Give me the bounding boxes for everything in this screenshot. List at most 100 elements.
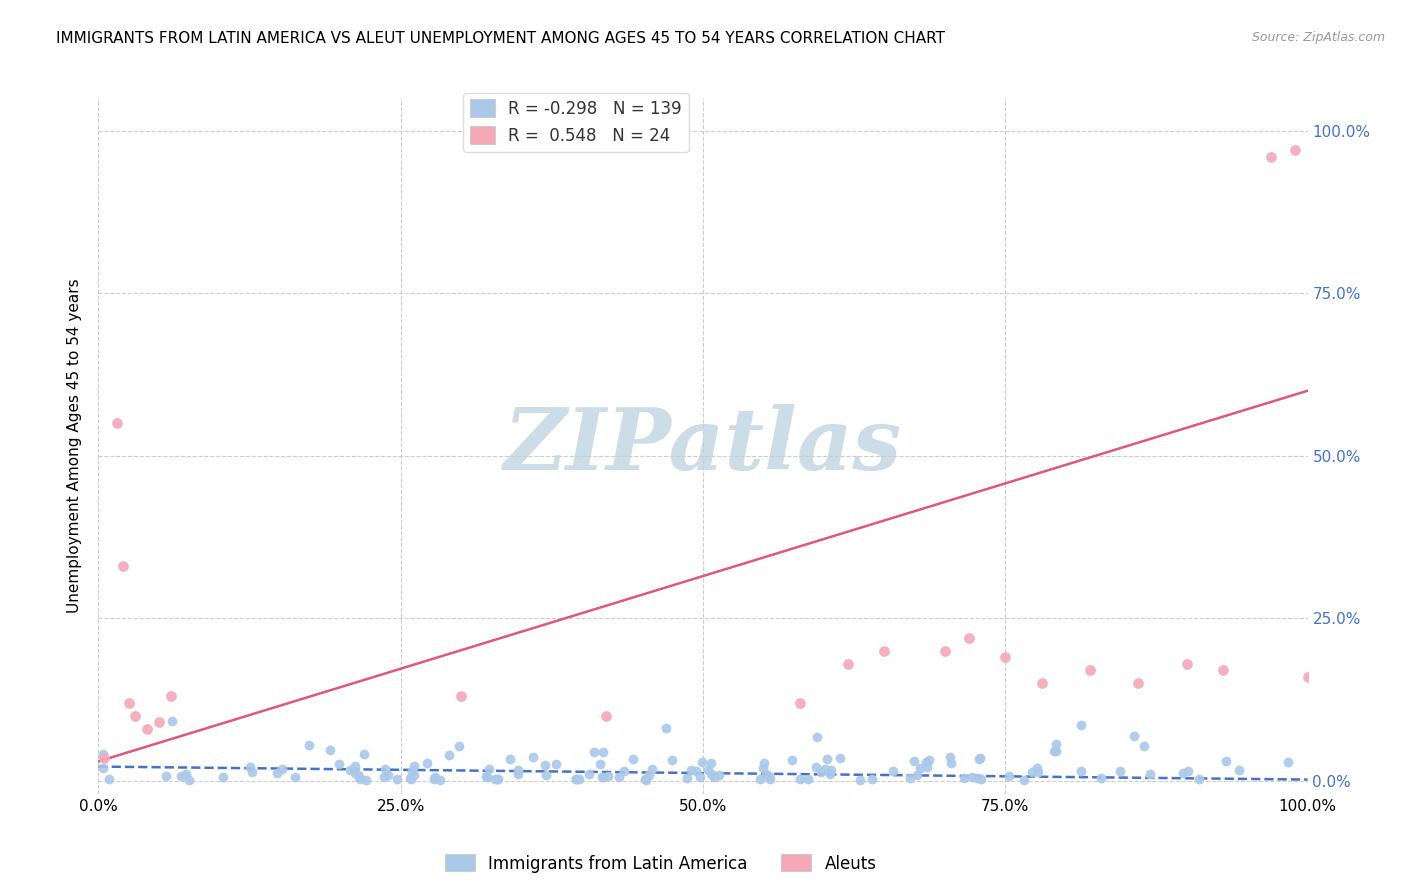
Point [475,769,498,783]
Text: IMMIGRANTS FROM LATIN AMERICA VS ALEUT UNEMPLOYMENT AMONG AGES 45 TO 54 YEARS CO: IMMIGRANTS FROM LATIN AMERICA VS ALEUT U… [56,31,945,46]
Point [239,759,262,773]
Point [319,743,342,757]
Point [93,751,115,765]
Point [1026,764,1049,779]
Point [918,753,941,767]
Point [752,761,775,775]
Point [91,760,114,774]
Point [111,559,134,574]
Point [155,768,177,782]
Point [450,690,472,704]
Point [91,747,114,761]
Point [915,759,938,773]
Point [1177,764,1199,778]
Point [328,757,350,772]
Point [170,768,193,782]
Point [568,772,591,786]
Point [994,650,1017,665]
Point [484,772,506,786]
Y-axis label: Unemployment Among Ages 45 to 54 years: Unemployment Among Ages 45 to 54 years [67,278,83,614]
Point [416,756,439,770]
Point [349,772,371,786]
Point [1031,676,1053,690]
Point [641,762,664,776]
Point [806,760,828,774]
Point [638,768,661,782]
Point [810,765,832,780]
Text: Source: ZipAtlas.com: Source: ZipAtlas.com [1251,31,1385,45]
Point [797,772,820,787]
Point [402,768,425,782]
Point [124,709,146,723]
Point [592,745,614,759]
Point [655,722,678,736]
Point [969,751,991,765]
Point [621,752,644,766]
Point [818,767,841,781]
Point [702,770,724,784]
Point [148,715,170,730]
Point [565,772,588,786]
Point [685,764,707,778]
Point [1188,772,1211,787]
Point [174,766,197,780]
Point [1284,143,1306,157]
Point [582,745,605,759]
Point [953,771,976,785]
Point [373,770,395,784]
Point [755,767,778,781]
Point [1090,772,1112,786]
Point [960,770,983,784]
Point [1212,663,1234,677]
Point [1277,756,1299,770]
Point [849,773,872,788]
Point [681,763,703,777]
Point [676,772,699,786]
Point [789,696,811,710]
Point [789,772,811,787]
Point [347,767,370,781]
Point [1108,764,1130,779]
Point [700,767,723,781]
Point [1215,754,1237,768]
Point [596,769,619,783]
Point [1021,764,1043,779]
Point [565,772,588,786]
Point [478,763,501,777]
Point [402,759,425,773]
Point [401,764,423,778]
Point [429,772,451,787]
Point [343,765,366,780]
Point [240,764,263,779]
Point [589,756,612,771]
Point [969,772,991,786]
Point [957,631,980,645]
Point [160,714,183,728]
Point [752,756,775,771]
Legend: R = -0.298   N = 139, R =  0.548   N = 24: R = -0.298 N = 139, R = 0.548 N = 24 [464,93,689,152]
Point [941,756,963,770]
Point [105,416,128,430]
Point [533,758,555,772]
Point [934,644,956,658]
Point [1175,657,1198,671]
Point [1045,737,1067,751]
Point [882,764,904,778]
Point [98,772,121,786]
Point [1078,663,1101,677]
Point [1026,761,1049,775]
Point [806,731,828,745]
Point [347,770,370,784]
Point [447,739,470,754]
Text: ZIPatlas: ZIPatlas [503,404,903,488]
Point [661,753,683,767]
Point [914,755,936,769]
Point [399,771,422,785]
Point [401,772,423,786]
Point [595,709,617,723]
Point [270,762,292,776]
Point [1070,764,1092,779]
Point [814,762,837,776]
Point [343,759,366,773]
Point [486,772,509,786]
